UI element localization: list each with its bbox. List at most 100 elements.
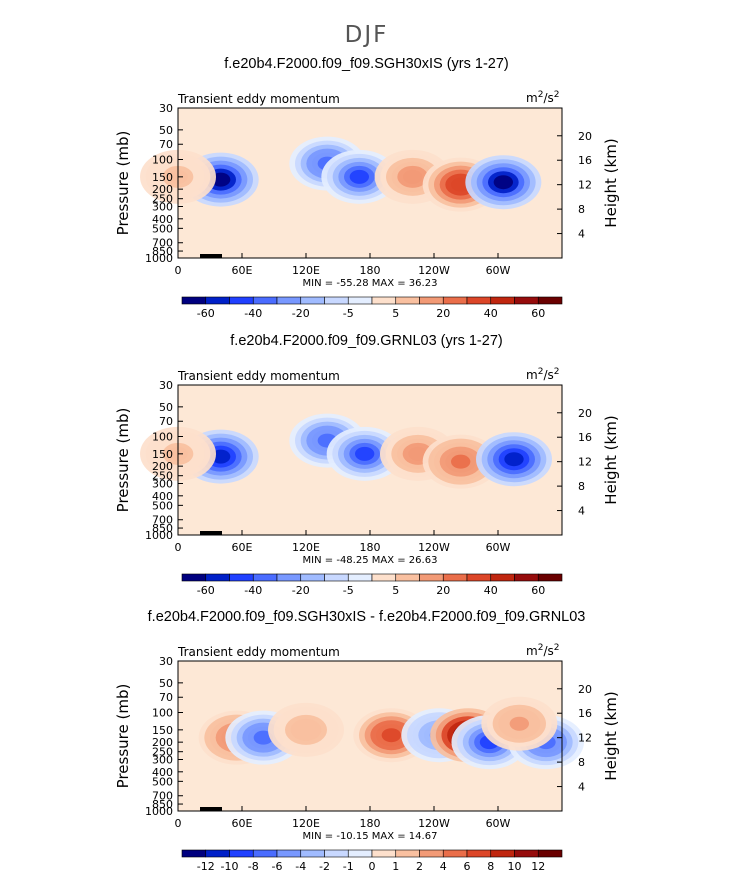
colorbar-label-4: 5 xyxy=(392,584,399,597)
y-right-tick-label-12: 12 xyxy=(578,179,592,192)
y-right-tick-label-20: 20 xyxy=(578,683,592,696)
y-right-tick-label-16: 16 xyxy=(578,154,592,167)
x-tick-label-1: 60E xyxy=(232,264,253,277)
colorbar-swatch-1 xyxy=(205,296,230,305)
colorbar-swatch-10 xyxy=(419,296,444,305)
colorbar-swatch-0 xyxy=(181,849,207,858)
x-tick-label-3: 180 xyxy=(360,264,381,277)
colorbar-swatch-3 xyxy=(252,573,278,582)
y-tick-label-200: 200 xyxy=(152,736,173,749)
colorbar-swatch-13 xyxy=(490,296,515,305)
colorbar-label-5: 20 xyxy=(436,584,450,597)
panel-2-colorbar: -60 -40 -20 -5 5 20 40 60 xyxy=(181,573,563,597)
data-blob-2-level-5 xyxy=(349,169,370,184)
colorbar-label-4: 5 xyxy=(392,307,399,320)
data-blob-4-level-5 xyxy=(451,454,471,469)
colorbar-label-7: 60 xyxy=(531,307,545,320)
colorbar-label-0: -60 xyxy=(197,584,215,597)
colorbar-label-7: 60 xyxy=(531,584,545,597)
x-tick-label-4: 120W xyxy=(418,817,450,830)
colorbar-swatch-6 xyxy=(324,573,349,582)
x-tick-label-5: 60W xyxy=(486,264,511,277)
x-tick-label-5: 60W xyxy=(486,541,511,554)
colorbar-label-2: -20 xyxy=(292,584,310,597)
x-tick-label-5: 60W xyxy=(486,817,511,830)
y-axis-label: Pressure (mb) xyxy=(114,408,132,513)
colorbar-swatch-11 xyxy=(442,573,468,582)
colorbar-swatch-13 xyxy=(490,849,515,858)
colorbar-swatch-11 xyxy=(442,296,468,305)
x-tick-label-2: 120E xyxy=(292,817,320,830)
y-right-tick-label-4: 4 xyxy=(578,781,585,794)
y-tick-label-30: 30 xyxy=(159,379,173,392)
colorbar-label-6: -1 xyxy=(343,860,354,872)
y-axis-label: Pressure (mb) xyxy=(114,131,132,236)
colorbar-label-13: 10 xyxy=(508,860,522,872)
x-tick-label-4: 120W xyxy=(418,541,450,554)
panel-units: m2/s2 xyxy=(526,90,559,105)
colorbar-swatch-7 xyxy=(347,296,373,305)
colorbar-swatch-5 xyxy=(300,849,325,858)
colorbar-swatch-12 xyxy=(466,573,492,582)
y-tick-label-400: 400 xyxy=(152,766,173,779)
y-tick-label-30: 30 xyxy=(159,102,173,115)
y-right-tick-label-12: 12 xyxy=(578,456,592,469)
panel-stats: MIN = -55.28 MAX = 36.23 xyxy=(303,278,438,289)
y-tick-label-150: 150 xyxy=(152,448,173,461)
y-tick-label-100: 100 xyxy=(152,707,173,720)
y-tick-label-100: 100 xyxy=(152,154,173,167)
colorbar-swatch-14 xyxy=(514,573,539,582)
y-axis-label: Pressure (mb) xyxy=(114,684,132,789)
y-tick-label-700: 700 xyxy=(152,514,173,527)
colorbar-swatch-2 xyxy=(229,849,254,858)
colorbar-swatch-3 xyxy=(252,849,278,858)
topography-mark xyxy=(200,254,222,258)
colorbar-swatch-5 xyxy=(300,573,325,582)
y-tick-label-300: 300 xyxy=(152,753,173,766)
data-blob-1-level-5 xyxy=(253,730,273,745)
colorbar-label-3: -5 xyxy=(343,307,354,320)
topography-mark xyxy=(200,531,222,535)
colorbar-swatch-0 xyxy=(181,573,207,582)
colorbar-swatch-12 xyxy=(466,849,492,858)
colorbar-swatch-4 xyxy=(276,573,302,582)
data-blob-3-level-5 xyxy=(381,728,402,743)
y-right-tick-label-12: 12 xyxy=(578,732,592,745)
units-base: m xyxy=(526,368,538,382)
colorbar-swatch-9 xyxy=(395,573,420,582)
y-tick-label-300: 300 xyxy=(152,477,173,490)
colorbar-swatch-15 xyxy=(537,849,563,858)
panel-1-plot: Transient eddy momentum m2/s2305070100150… xyxy=(114,90,620,289)
colorbar-swatch-10 xyxy=(419,849,444,858)
data-blob-5-level-5 xyxy=(504,452,524,467)
colorbar-swatch-15 xyxy=(537,573,563,582)
y-tick-label-100: 100 xyxy=(152,431,173,444)
units-mid: /s xyxy=(543,91,553,105)
colorbar-swatch-9 xyxy=(395,849,420,858)
colorbar-label-14: 12 xyxy=(531,860,545,872)
data-blob-2-level-5 xyxy=(355,446,375,461)
units-exp-2: 2 xyxy=(554,367,560,377)
panel-1-title: f.e20b4.F2000.f09_f09.SGH30xIS (yrs 1-27… xyxy=(224,56,509,72)
colorbar-swatch-0 xyxy=(181,296,207,305)
panel-2-title: f.e20b4.F2000.f09_f09.GRNL03 (yrs 1-27) xyxy=(230,333,503,349)
data-blob-5-level-5 xyxy=(493,175,513,190)
y-tick-label-70: 70 xyxy=(159,138,173,151)
y-tick-label-50: 50 xyxy=(159,124,173,137)
colorbar-label-10: 4 xyxy=(440,860,447,872)
colorbar-label-1: -40 xyxy=(244,307,262,320)
colorbar-swatch-8 xyxy=(371,296,397,305)
colorbar-swatch-13 xyxy=(490,573,515,582)
panel-1-colorbar: -60 -40 -20 -5 5 20 40 60 xyxy=(181,296,563,320)
units-exp-1: 2 xyxy=(538,643,544,653)
y-tick-label-250: 250 xyxy=(152,470,173,483)
y-right-tick-label-8: 8 xyxy=(578,480,585,493)
colorbar-swatch-15 xyxy=(537,296,563,305)
units-mid: /s xyxy=(543,368,553,382)
colorbar-label-8: 1 xyxy=(392,860,399,872)
data-blob-3-level-5 xyxy=(403,169,423,184)
data-blob-3-level-5 xyxy=(408,446,428,461)
colorbar-label-12: 8 xyxy=(487,860,494,872)
panel-subtitle: Transient eddy momentum xyxy=(177,92,340,106)
y-tick-label-700: 700 xyxy=(152,790,173,803)
